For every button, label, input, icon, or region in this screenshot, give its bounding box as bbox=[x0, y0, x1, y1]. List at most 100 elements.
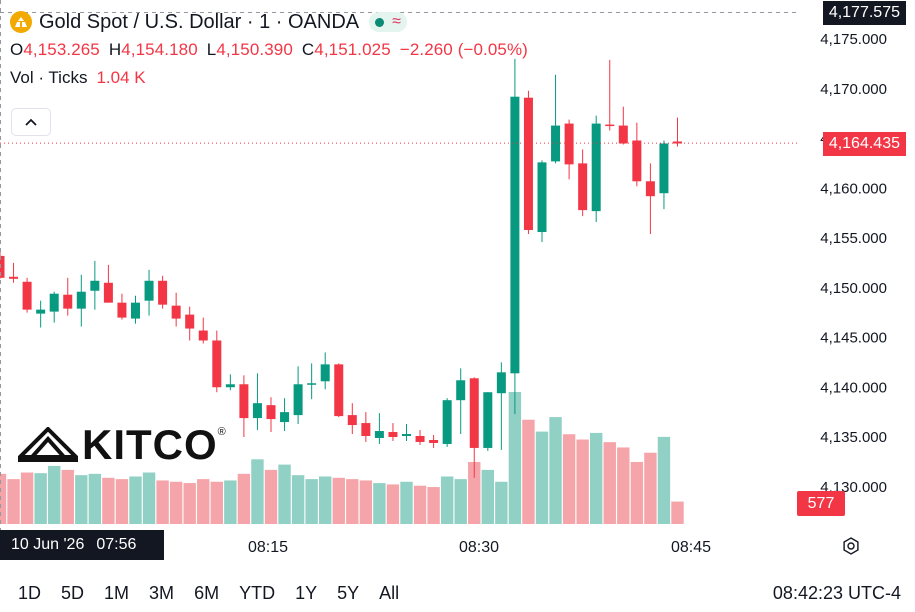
candle-body[interactable] bbox=[510, 96, 520, 374]
price-tick-label: 4,135.000 bbox=[820, 429, 887, 446]
candle-body[interactable] bbox=[49, 293, 59, 312]
volume-bar bbox=[102, 477, 115, 524]
candle-body[interactable] bbox=[212, 340, 222, 388]
candle-body[interactable] bbox=[252, 403, 262, 419]
volume-legend[interactable]: Vol · Ticks 1.04 K bbox=[10, 68, 537, 88]
last-price-tag: 4,164.435 bbox=[822, 132, 906, 156]
candle-body[interactable] bbox=[551, 125, 561, 162]
volume-bar bbox=[522, 419, 535, 524]
symbol-title-row[interactable]: Gold Spot / U.S. Dollar · 1 · OANDA ≈ bbox=[10, 8, 537, 36]
volume-bar bbox=[210, 481, 223, 524]
candle-body[interactable] bbox=[280, 412, 290, 423]
volume-bar bbox=[291, 475, 305, 524]
candle-body[interactable] bbox=[22, 281, 32, 310]
candle-body[interactable] bbox=[103, 282, 113, 303]
candle-body[interactable] bbox=[415, 436, 425, 442]
candle-body[interactable] bbox=[618, 125, 628, 144]
symbol-title[interactable]: Gold Spot / U.S. Dollar · 1 · OANDA bbox=[39, 10, 360, 33]
range-5y[interactable]: 5Y bbox=[337, 583, 360, 603]
high-value: 4,154.180 bbox=[121, 40, 198, 59]
candle-body[interactable] bbox=[171, 305, 181, 319]
candle-body[interactable] bbox=[442, 400, 452, 444]
volume-bar bbox=[346, 479, 359, 524]
range-5d[interactable]: 5D bbox=[61, 583, 85, 603]
candle-body[interactable] bbox=[90, 280, 100, 291]
time-axis-labels: 08:15 08:30 08:45 bbox=[248, 539, 711, 556]
volume-bar bbox=[373, 483, 386, 524]
market-open-dot-icon bbox=[375, 17, 385, 27]
price-axis-labels: 4,130.0004,135.0004,140.0004,145.0004,15… bbox=[820, 31, 887, 496]
candle-body[interactable] bbox=[605, 124, 615, 127]
candle-body[interactable] bbox=[307, 383, 317, 385]
candle-body[interactable] bbox=[564, 123, 574, 165]
candle-body[interactable] bbox=[76, 291, 86, 309]
volume-bar bbox=[264, 469, 278, 524]
candle-body[interactable] bbox=[483, 392, 493, 448]
candle-body[interactable] bbox=[673, 141, 682, 144]
candle-body[interactable] bbox=[239, 384, 249, 419]
close-label: C bbox=[301, 40, 315, 59]
volume-bar bbox=[535, 431, 549, 524]
volume-bar bbox=[251, 459, 264, 524]
candle-body[interactable] bbox=[131, 302, 140, 319]
range-ytd[interactable]: YTD bbox=[239, 583, 276, 603]
volume-bar bbox=[183, 483, 196, 524]
candle-body[interactable] bbox=[388, 432, 398, 437]
time-tick-label: 08:45 bbox=[671, 539, 711, 556]
volume-bar bbox=[427, 487, 440, 524]
volume-bar bbox=[169, 481, 183, 524]
candle-body[interactable] bbox=[225, 384, 235, 388]
crosshair-price-tag: 4,177.575 bbox=[822, 1, 906, 25]
candle-body[interactable] bbox=[361, 423, 371, 436]
range-1m[interactable]: 1M bbox=[104, 583, 130, 603]
candle-body[interactable] bbox=[429, 439, 439, 443]
candle-body[interactable] bbox=[456, 380, 466, 401]
range-1d[interactable]: 1D bbox=[18, 583, 42, 603]
candle-body[interactable] bbox=[320, 364, 330, 382]
open-label: O bbox=[10, 40, 24, 59]
candle-body[interactable] bbox=[645, 181, 655, 197]
candle-body[interactable] bbox=[185, 314, 195, 329]
high-label: H bbox=[108, 40, 122, 59]
candle-body[interactable] bbox=[402, 434, 411, 436]
candle-body[interactable] bbox=[198, 330, 208, 341]
candle-body[interactable] bbox=[374, 431, 384, 438]
candle-body[interactable] bbox=[469, 378, 479, 448]
volume-bars bbox=[0, 392, 684, 524]
candle-body[interactable] bbox=[144, 280, 154, 301]
candle-body[interactable] bbox=[537, 162, 547, 233]
volume-value: 1.04 K bbox=[96, 68, 146, 87]
candle-body[interactable] bbox=[9, 276, 19, 279]
candle-body[interactable] bbox=[334, 364, 344, 417]
candle-body[interactable] bbox=[266, 405, 276, 420]
range-all[interactable]: All bbox=[379, 583, 400, 603]
volume-bar bbox=[197, 479, 210, 524]
collapse-legend-button[interactable] bbox=[11, 108, 51, 136]
candle-body[interactable] bbox=[293, 384, 303, 416]
volume-bar bbox=[224, 480, 237, 524]
timezone-clock[interactable]: 08:42:23 UTC-4 bbox=[772, 583, 901, 603]
gold-coin-icon bbox=[10, 11, 32, 33]
range-1y[interactable]: 1Y bbox=[295, 583, 318, 603]
close-value: 4,151.025 bbox=[314, 40, 391, 59]
candle-body[interactable] bbox=[117, 302, 127, 318]
candle-body[interactable] bbox=[63, 294, 73, 309]
candle-body[interactable] bbox=[36, 309, 46, 314]
candles bbox=[0, 58, 682, 478]
candle-body[interactable] bbox=[591, 123, 601, 212]
range-3m[interactable]: 3M bbox=[149, 583, 175, 603]
kitco-logo-icon bbox=[18, 427, 78, 462]
candle-body[interactable] bbox=[496, 372, 506, 394]
volume-bar bbox=[617, 447, 630, 524]
candle-body[interactable] bbox=[578, 163, 588, 211]
range-6m[interactable]: 6M bbox=[194, 583, 220, 603]
status-pill[interactable]: ≈ bbox=[369, 12, 407, 32]
candle-body[interactable] bbox=[347, 415, 357, 426]
candle-body[interactable] bbox=[632, 140, 642, 182]
chart-settings-button[interactable] bbox=[839, 534, 863, 558]
candle-body[interactable] bbox=[158, 280, 168, 305]
candle-body[interactable] bbox=[523, 97, 533, 231]
candle-body[interactable] bbox=[659, 143, 669, 194]
candle-body[interactable] bbox=[0, 255, 5, 278]
